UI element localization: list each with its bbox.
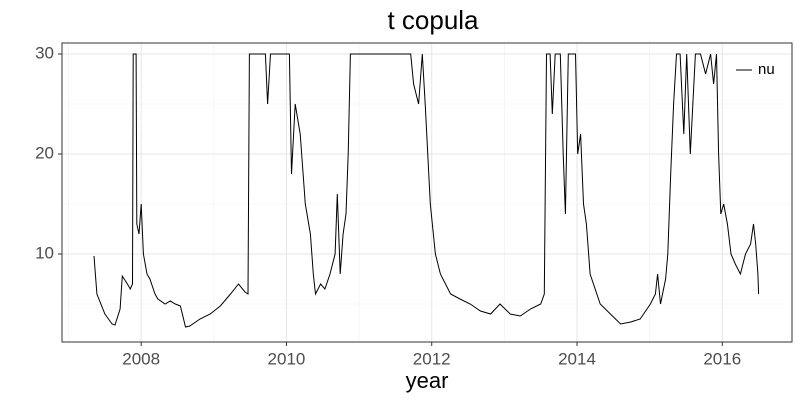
data-line: [93, 53, 760, 328]
legend-label: nu: [758, 61, 775, 78]
x-tick-label: 2016: [703, 349, 741, 368]
x-tick-label: 2008: [122, 349, 160, 368]
y-tick-label: 30: [35, 43, 54, 62]
x-tick-label: 2012: [413, 349, 451, 368]
x-tick-label: 2010: [268, 349, 306, 368]
y-tick-label: 10: [35, 243, 54, 262]
x-tick-label: 2014: [558, 349, 596, 368]
x-axis-label: year: [406, 368, 449, 393]
y-tick-label: 20: [35, 143, 54, 162]
panel-border: [61, 42, 793, 343]
chart-title: t copula: [387, 5, 479, 35]
